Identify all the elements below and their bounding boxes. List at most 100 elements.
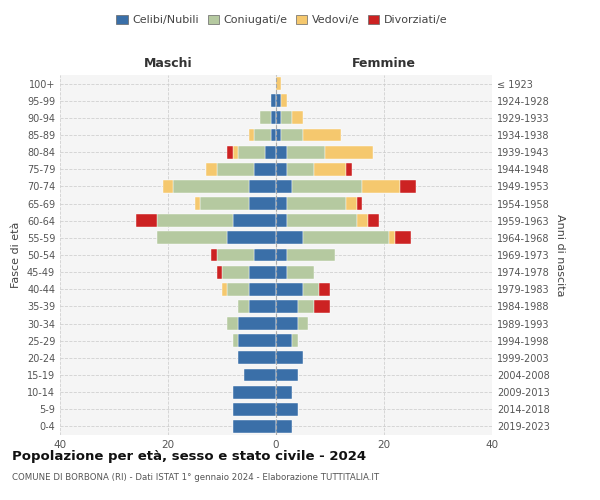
- Bar: [249, 197, 276, 210]
- Bar: [276, 214, 287, 227]
- Bar: [227, 146, 233, 158]
- Bar: [233, 420, 276, 433]
- Bar: [227, 232, 276, 244]
- Bar: [249, 283, 276, 296]
- Bar: [244, 368, 276, 382]
- Bar: [276, 266, 287, 278]
- Bar: [276, 352, 303, 364]
- Bar: [276, 420, 292, 433]
- Bar: [222, 283, 227, 296]
- Bar: [276, 368, 298, 382]
- Bar: [287, 214, 357, 227]
- Bar: [200, 197, 249, 210]
- Bar: [314, 163, 346, 175]
- Text: Maschi: Maschi: [143, 57, 193, 70]
- Bar: [346, 197, 357, 210]
- Bar: [222, 266, 249, 278]
- Bar: [136, 214, 157, 227]
- Bar: [265, 146, 276, 158]
- Bar: [227, 283, 249, 296]
- Bar: [281, 94, 287, 107]
- Bar: [217, 266, 222, 278]
- Bar: [249, 266, 276, 278]
- Bar: [276, 77, 281, 90]
- Bar: [276, 334, 292, 347]
- Bar: [357, 197, 362, 210]
- Bar: [271, 94, 276, 107]
- Bar: [303, 128, 341, 141]
- Y-axis label: Anni di nascita: Anni di nascita: [555, 214, 565, 296]
- Bar: [292, 180, 362, 193]
- Bar: [217, 248, 254, 262]
- Bar: [206, 163, 217, 175]
- Bar: [298, 317, 308, 330]
- Bar: [292, 334, 298, 347]
- Bar: [157, 214, 233, 227]
- Bar: [281, 112, 292, 124]
- Text: Femmine: Femmine: [352, 57, 416, 70]
- Bar: [276, 112, 281, 124]
- Bar: [211, 248, 217, 262]
- Bar: [319, 283, 330, 296]
- Bar: [233, 146, 238, 158]
- Bar: [303, 232, 389, 244]
- Bar: [238, 146, 265, 158]
- Bar: [254, 128, 271, 141]
- Bar: [287, 266, 314, 278]
- Bar: [357, 214, 368, 227]
- Bar: [276, 128, 281, 141]
- Bar: [276, 180, 292, 193]
- Bar: [276, 197, 287, 210]
- Bar: [400, 180, 416, 193]
- Bar: [362, 180, 400, 193]
- Bar: [249, 128, 254, 141]
- Bar: [276, 248, 287, 262]
- Bar: [314, 300, 330, 313]
- Bar: [260, 112, 271, 124]
- Bar: [233, 214, 276, 227]
- Bar: [276, 403, 298, 415]
- Bar: [287, 146, 325, 158]
- Bar: [271, 128, 276, 141]
- Bar: [238, 317, 276, 330]
- Bar: [276, 317, 298, 330]
- Bar: [271, 112, 276, 124]
- Bar: [233, 334, 238, 347]
- Bar: [173, 180, 249, 193]
- Bar: [395, 232, 411, 244]
- Bar: [233, 386, 276, 398]
- Bar: [292, 112, 303, 124]
- Bar: [287, 163, 314, 175]
- Bar: [276, 386, 292, 398]
- Bar: [163, 180, 173, 193]
- Bar: [157, 232, 227, 244]
- Bar: [276, 163, 287, 175]
- Bar: [281, 128, 303, 141]
- Bar: [368, 214, 379, 227]
- Y-axis label: Fasce di età: Fasce di età: [11, 222, 21, 288]
- Text: COMUNE DI BORBONA (RI) - Dati ISTAT 1° gennaio 2024 - Elaborazione TUTTITALIA.IT: COMUNE DI BORBONA (RI) - Dati ISTAT 1° g…: [12, 472, 379, 482]
- Bar: [303, 283, 319, 296]
- Bar: [254, 163, 276, 175]
- Bar: [276, 283, 303, 296]
- Bar: [325, 146, 373, 158]
- Bar: [227, 317, 238, 330]
- Bar: [249, 180, 276, 193]
- Bar: [249, 300, 276, 313]
- Bar: [195, 197, 200, 210]
- Bar: [233, 403, 276, 415]
- Bar: [217, 163, 254, 175]
- Bar: [346, 163, 352, 175]
- Bar: [287, 248, 335, 262]
- Bar: [287, 197, 346, 210]
- Legend: Celibi/Nubili, Coniugati/e, Vedovi/e, Divorziati/e: Celibi/Nubili, Coniugati/e, Vedovi/e, Di…: [112, 10, 452, 30]
- Bar: [276, 146, 287, 158]
- Bar: [238, 352, 276, 364]
- Bar: [276, 300, 298, 313]
- Bar: [238, 334, 276, 347]
- Text: Popolazione per età, sesso e stato civile - 2024: Popolazione per età, sesso e stato civil…: [12, 450, 366, 463]
- Bar: [238, 300, 249, 313]
- Bar: [389, 232, 395, 244]
- Bar: [276, 94, 281, 107]
- Bar: [254, 248, 276, 262]
